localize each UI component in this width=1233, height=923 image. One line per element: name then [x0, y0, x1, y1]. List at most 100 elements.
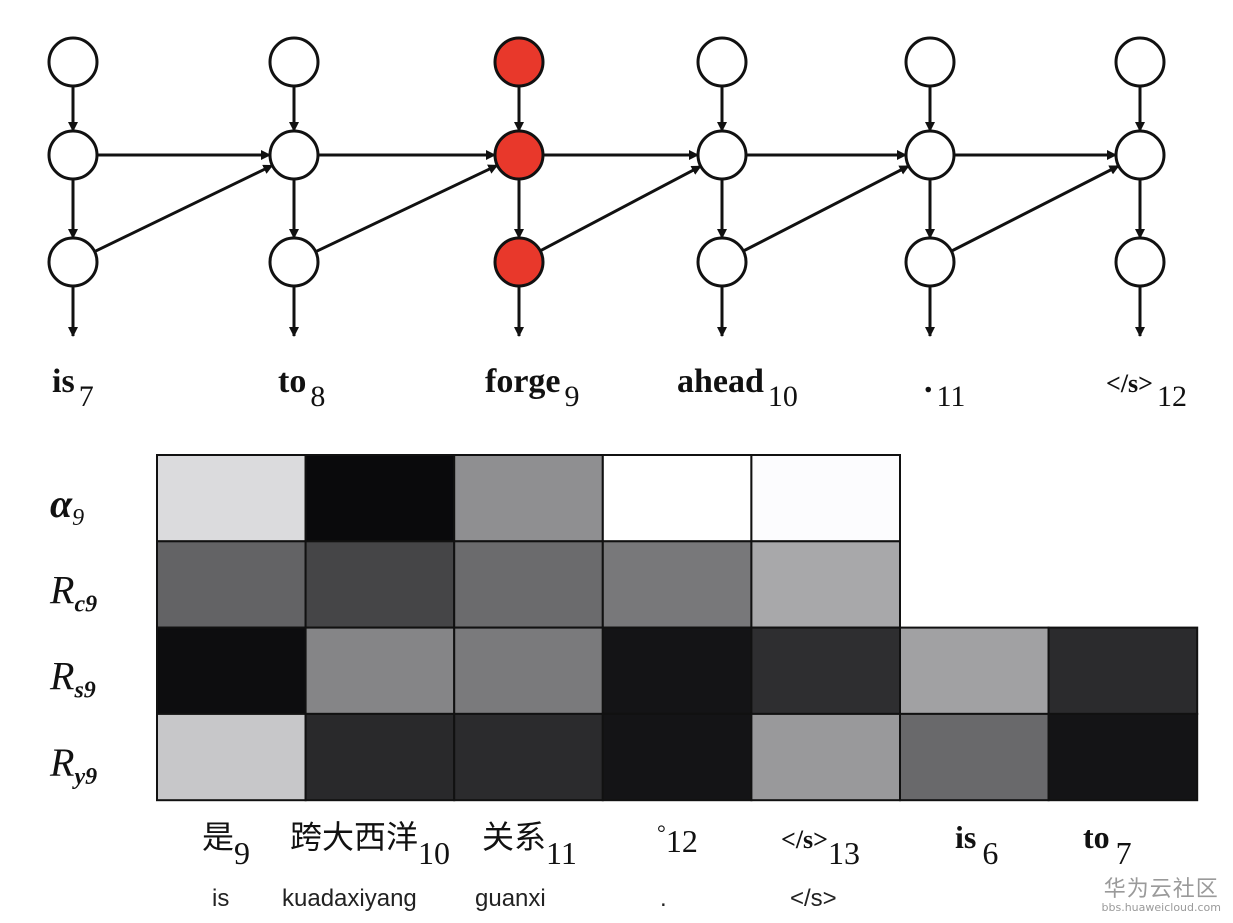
- arrow-diagonal: [950, 164, 1120, 253]
- arrow-diagonal: [93, 164, 274, 253]
- word-index: 12: [1157, 380, 1187, 413]
- heatmap-cell: [750, 454, 902, 543]
- node: [904, 36, 956, 88]
- word: ahead: [677, 363, 764, 400]
- node: [268, 236, 320, 288]
- word: .: [924, 363, 933, 400]
- heatmap-cell: [304, 540, 456, 629]
- column-word: 跨大西洋: [290, 819, 418, 855]
- node: [1114, 236, 1166, 288]
- pinyin-label: kuadaxiyang: [282, 885, 417, 912]
- pinyin-label: is: [212, 885, 229, 912]
- node: [904, 236, 956, 288]
- word-index: 9: [565, 380, 580, 413]
- column-label: °12: [657, 820, 698, 859]
- column-label: to 7: [1083, 819, 1132, 871]
- row-label: Ry9: [49, 740, 97, 790]
- column-label: 是9: [202, 819, 250, 871]
- heatmap-cell: [899, 712, 1050, 802]
- node: [47, 36, 99, 88]
- heatmap-cell: [601, 626, 753, 715]
- row-label: α9: [50, 481, 84, 531]
- row-subscript: y9: [71, 764, 97, 790]
- column-label: 关系11: [482, 819, 577, 871]
- heatmap-cell: [453, 540, 604, 629]
- column-index: 12: [666, 823, 698, 859]
- pinyin-label: guanxi: [475, 885, 546, 912]
- heatmap-cell: [156, 454, 307, 543]
- attention-heatmap: α9Rc9Rs9Ry9是9is跨大西洋10kuadaxiyang关系11guan…: [49, 454, 1199, 912]
- row-symbol: R: [49, 567, 74, 612]
- word: is: [52, 363, 75, 400]
- word-index: 10: [768, 380, 798, 413]
- word-label: ahead 10: [677, 363, 798, 413]
- heatmap-cell: [304, 454, 456, 543]
- column-index: 13: [828, 835, 860, 871]
- heatmap-cell: [601, 712, 753, 802]
- node: [1114, 36, 1166, 88]
- node: [696, 236, 748, 288]
- column-label: </s>13: [781, 825, 860, 871]
- watermark-url: bbs.huaweicloud.com: [1101, 901, 1221, 915]
- heatmap-cell: [156, 712, 307, 802]
- heatmap-cell: [453, 454, 604, 543]
- column-word: 是: [202, 819, 234, 855]
- pinyin-label: </s>: [790, 885, 837, 912]
- row-subscript: s9: [73, 678, 95, 704]
- row-symbol: R: [49, 654, 74, 699]
- column-word: is: [955, 819, 976, 855]
- word: forge: [485, 363, 561, 400]
- node: [493, 236, 545, 288]
- word-index: 8: [310, 380, 325, 413]
- word-index: 7: [79, 380, 94, 413]
- heatmap-cell: [750, 626, 902, 715]
- row-symbol: R: [49, 740, 74, 785]
- pinyin-label: .: [660, 885, 667, 912]
- row-label: Rs9: [49, 654, 96, 704]
- heatmap-cell: [304, 712, 456, 802]
- watermark: 华为云社区 bbs.huaweicloud.com: [1101, 877, 1221, 915]
- heatmap-cell: [156, 626, 307, 715]
- node: [1114, 129, 1166, 181]
- row-label: Rc9: [49, 567, 97, 617]
- node: [904, 129, 956, 181]
- node: [493, 36, 545, 88]
- word: to: [278, 363, 306, 400]
- column-index: 10: [418, 835, 450, 871]
- column-label: is 6: [955, 819, 998, 871]
- arrow-diagonal: [742, 164, 910, 253]
- heatmap-cell: [156, 540, 307, 629]
- column-word: </s>: [781, 825, 828, 854]
- column-label: 跨大西洋10: [290, 819, 450, 871]
- heatmap-cell: [601, 540, 753, 629]
- node: [696, 36, 748, 88]
- watermark-name: 华为云社区: [1103, 877, 1219, 902]
- row-subscript: c9: [74, 591, 97, 617]
- arrow-diagonal: [315, 163, 499, 254]
- node: [268, 36, 320, 88]
- heatmap-cell: [601, 454, 753, 543]
- heatmap-cell: [453, 626, 604, 715]
- heatmap-cell: [750, 712, 902, 802]
- heatmap-cell: [750, 540, 902, 629]
- column-index: 9: [234, 835, 250, 871]
- node: [268, 129, 320, 181]
- word-label: . 11: [924, 363, 965, 413]
- node: [47, 236, 99, 288]
- column-word: °: [657, 820, 666, 845]
- word-label: forge 9: [485, 363, 580, 413]
- word: </s>: [1106, 369, 1153, 398]
- column-word: 关系: [482, 819, 546, 855]
- column-index: 7: [1116, 835, 1132, 871]
- word-label: to 8: [278, 363, 325, 413]
- heatmap-cell: [1047, 626, 1199, 715]
- heatmap-cell: [304, 626, 456, 715]
- row-symbol: α: [50, 481, 73, 526]
- column-index: 6: [982, 835, 998, 871]
- arrow-diagonal: [539, 164, 702, 253]
- heatmap-cell: [1047, 712, 1199, 802]
- word-label: is 7: [52, 363, 94, 413]
- node: [696, 129, 748, 181]
- word-index: 11: [937, 380, 966, 413]
